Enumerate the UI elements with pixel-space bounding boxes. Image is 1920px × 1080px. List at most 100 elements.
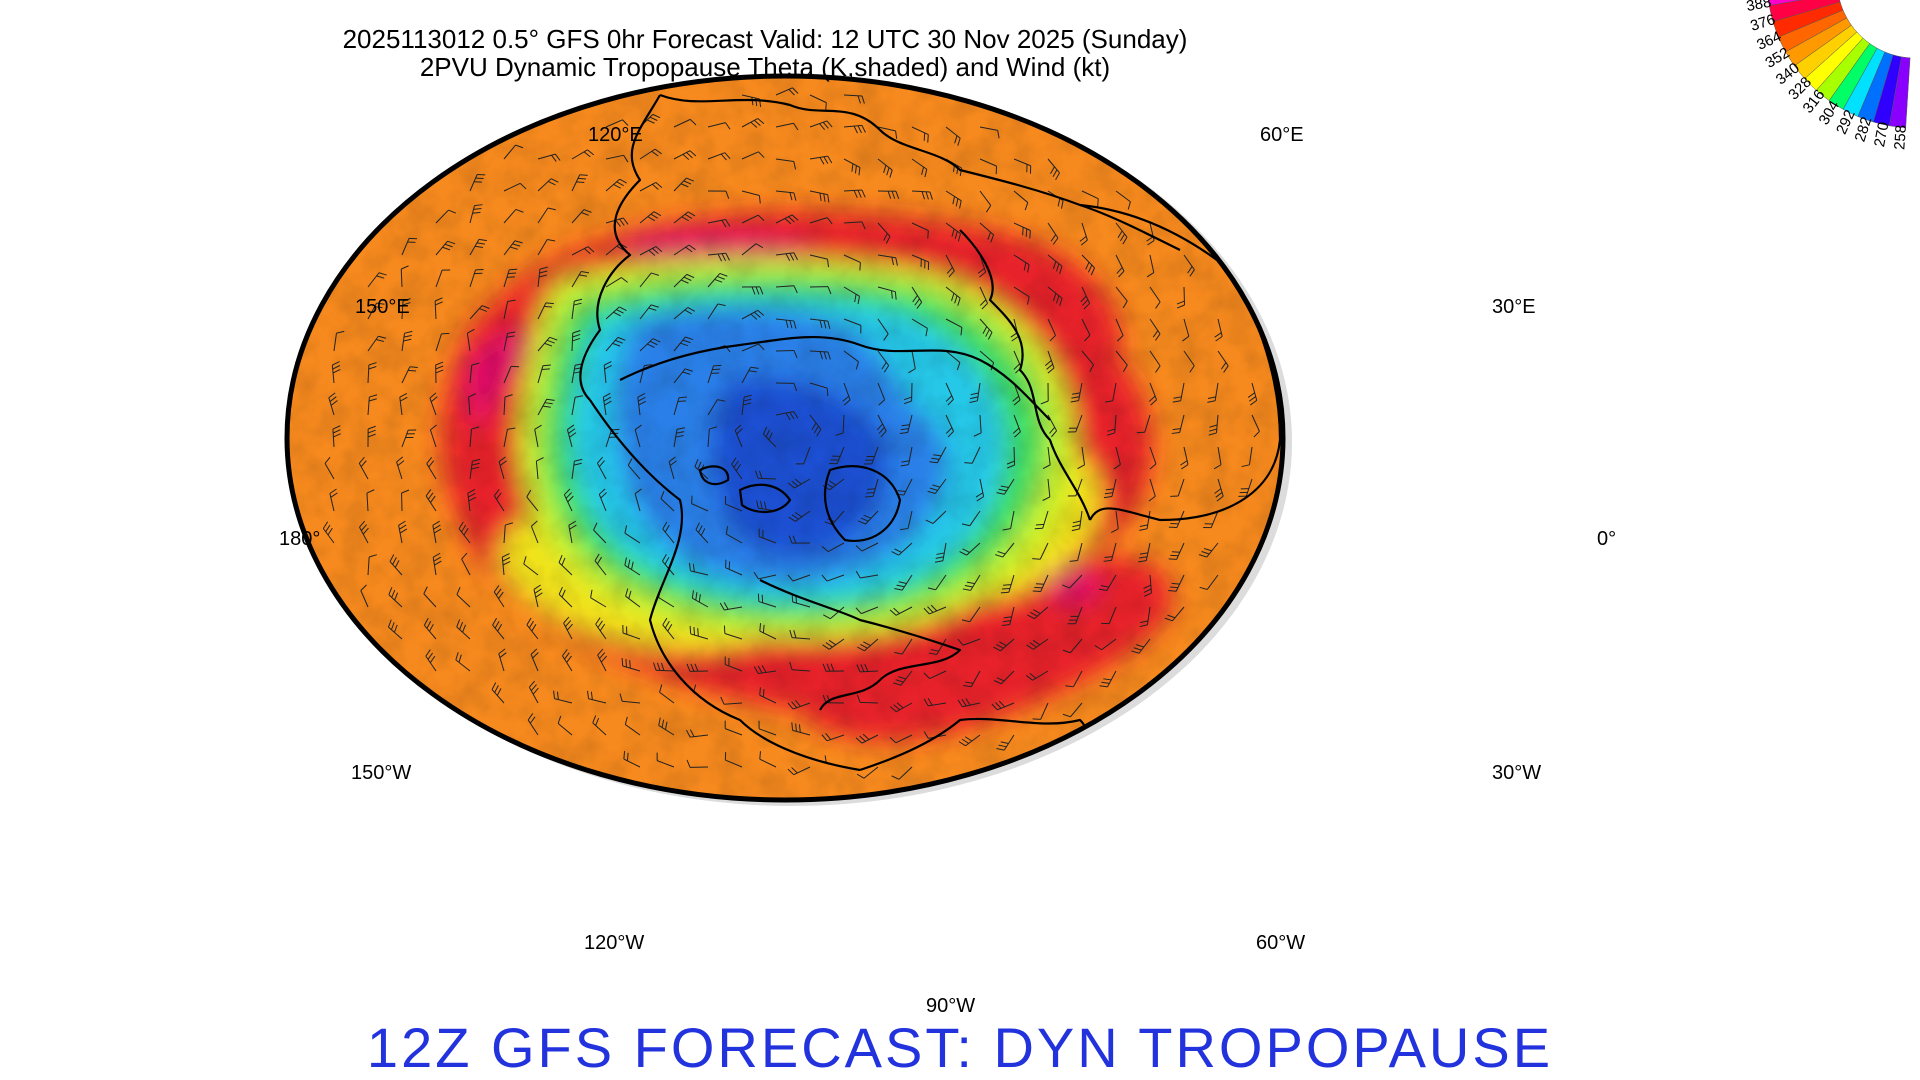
wind-barb xyxy=(571,298,583,320)
wind-barb xyxy=(877,126,898,139)
coastline-asia-north xyxy=(659,93,1181,251)
wind-barb xyxy=(863,446,879,465)
wind-barb xyxy=(571,174,588,192)
longitude-label-150w: 150°W xyxy=(351,762,412,784)
longitude-label-30w: 30°W xyxy=(1492,762,1542,784)
wind-barb xyxy=(755,470,777,480)
wind-barb xyxy=(723,625,743,640)
wind-barb xyxy=(762,426,777,448)
wind-barb xyxy=(1180,446,1189,470)
wind-barb xyxy=(553,690,573,704)
wind-barb xyxy=(962,574,981,591)
wind-barb xyxy=(537,302,554,320)
wind-barb xyxy=(707,122,731,130)
wind-barb xyxy=(662,617,675,640)
wind-barb xyxy=(809,318,831,329)
wind-barb xyxy=(787,699,811,710)
wind-barb xyxy=(639,246,663,256)
wind-barb xyxy=(1067,606,1083,625)
wind-barb xyxy=(1171,414,1185,434)
wind-barb xyxy=(1094,638,1117,651)
wind-barb xyxy=(823,606,845,620)
wind-barb xyxy=(945,286,961,306)
wind-barb xyxy=(625,588,641,608)
wind-barb xyxy=(835,414,845,436)
wind-barb xyxy=(469,362,480,384)
wind-barb xyxy=(503,365,520,384)
wind-barb xyxy=(1034,510,1049,530)
wind-barb xyxy=(563,616,573,640)
wind-barb xyxy=(945,318,963,336)
wind-barb xyxy=(753,665,777,675)
wind-barb xyxy=(855,606,879,615)
wind-barb xyxy=(432,552,442,576)
wind-barb xyxy=(1148,478,1156,502)
wind-barb xyxy=(1006,446,1016,469)
longitude-label-150e: 150°E xyxy=(355,296,410,318)
wind-barb xyxy=(707,364,722,384)
wind-barb xyxy=(927,478,947,494)
wind-barb xyxy=(1047,158,1060,181)
wind-barb xyxy=(1183,254,1195,277)
wind-barb xyxy=(741,286,764,295)
wind-barb xyxy=(1115,286,1128,309)
wind-barb xyxy=(469,238,487,256)
wind-barb xyxy=(366,489,375,512)
wind-barb xyxy=(809,414,822,437)
longitude-label-0: 0° xyxy=(1597,528,1617,550)
wind-barb xyxy=(821,542,845,553)
wind-barb xyxy=(911,158,928,178)
wind-barb xyxy=(856,694,879,704)
wind-barb xyxy=(398,520,408,544)
wind-barb xyxy=(400,265,409,288)
wind-barb xyxy=(461,552,471,576)
theta-field xyxy=(287,76,1283,800)
wind-barb xyxy=(558,586,573,608)
wind-barb xyxy=(1182,318,1190,342)
wind-barb xyxy=(843,124,866,134)
wind-barb xyxy=(639,272,660,288)
wind-barb xyxy=(945,414,955,438)
wind-barb xyxy=(1070,382,1083,403)
coastline-greenland xyxy=(823,465,902,543)
wind-barb xyxy=(1139,606,1151,628)
coastline-asia-east xyxy=(579,94,661,401)
wind-barb xyxy=(979,190,992,213)
wind-barb xyxy=(809,382,829,397)
wind-barb xyxy=(822,638,845,650)
wind-barb xyxy=(503,182,527,192)
wind-barb xyxy=(1047,318,1057,342)
wind-barb xyxy=(662,521,675,544)
wind-barb xyxy=(1081,190,1099,207)
wind-barb xyxy=(537,266,548,288)
colorbar-segment xyxy=(1889,56,1911,128)
wind-barb xyxy=(1042,478,1051,501)
wind-barb xyxy=(911,126,929,143)
wind-barb xyxy=(603,361,612,384)
wind-barb xyxy=(877,286,897,300)
wind-barb xyxy=(1214,318,1223,342)
map-border xyxy=(284,73,1286,803)
longitude-label-60w: 60°W xyxy=(1256,932,1306,954)
wind-barb xyxy=(691,590,709,608)
wind-barb xyxy=(707,303,726,320)
wind-barb xyxy=(537,207,556,224)
header-title-line-1: 2025113012 0.5° GFS 0hr Forecast Valid: … xyxy=(342,24,1188,54)
wind-barb xyxy=(399,392,408,416)
wind-barb xyxy=(401,330,413,352)
wind-barb xyxy=(435,361,444,384)
wind-barb xyxy=(571,246,595,256)
wind-barb xyxy=(1032,574,1049,592)
wind-barb xyxy=(855,542,879,552)
wind-barb xyxy=(401,429,417,448)
wind-barb xyxy=(621,657,641,672)
wind-barb xyxy=(1001,606,1015,627)
wind-barb xyxy=(725,526,743,544)
wind-barb xyxy=(758,528,777,544)
coastline-arctic-asia xyxy=(619,336,1051,421)
wind-barb xyxy=(526,617,539,640)
wind-barb xyxy=(787,574,811,582)
wind-barb xyxy=(1042,446,1051,470)
wind-barb xyxy=(855,733,879,744)
wind-barb xyxy=(491,682,505,704)
